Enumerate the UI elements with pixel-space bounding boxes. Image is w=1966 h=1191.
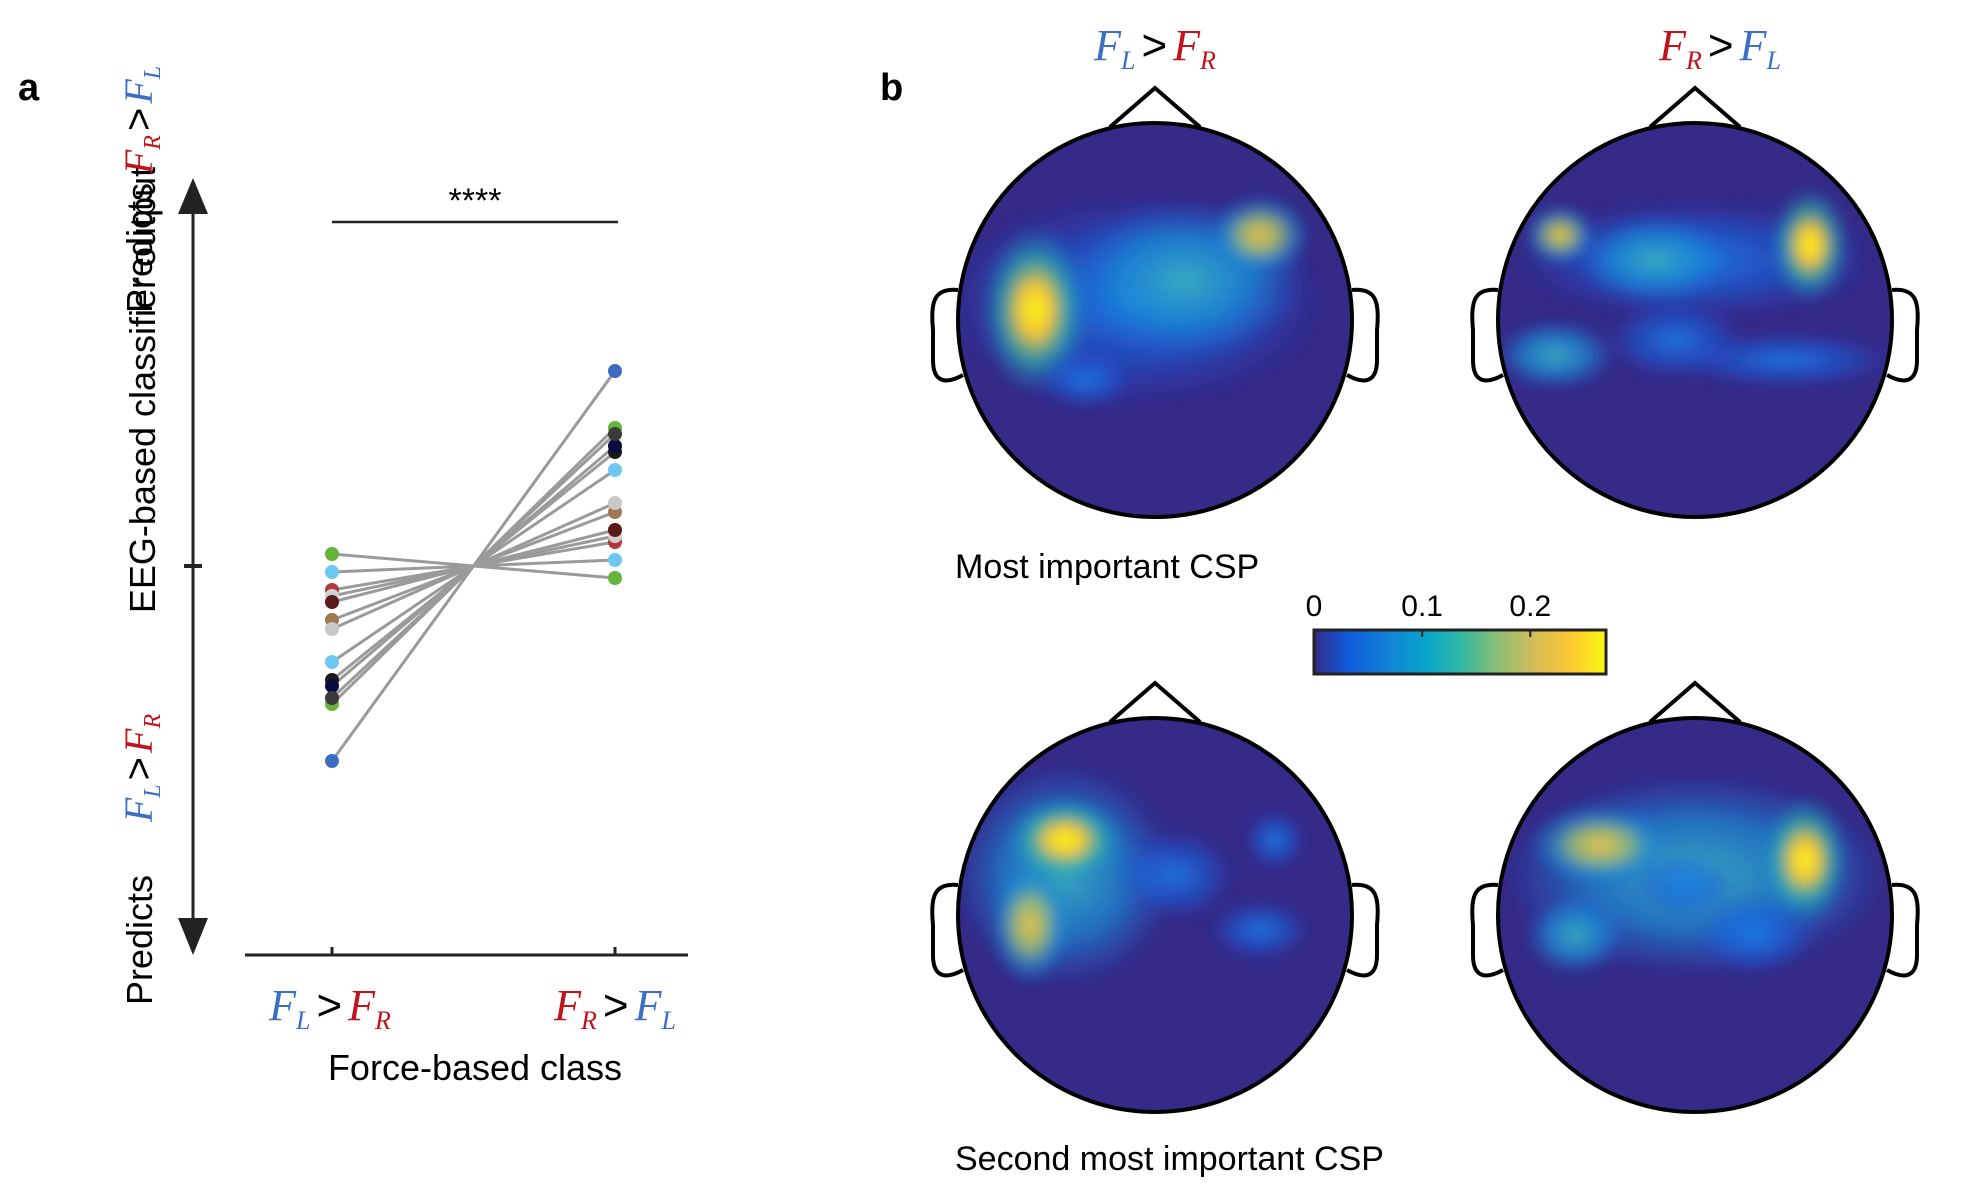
head-nose bbox=[1648, 85, 1742, 129]
panel-b-letter: b bbox=[880, 67, 903, 109]
col-left-f2-sub: R bbox=[1199, 46, 1216, 75]
x-tick-label-left: FL > FR bbox=[268, 981, 391, 1035]
svg-text:FL>FR: FL>FR bbox=[116, 714, 166, 824]
pair-point-right-3 bbox=[608, 553, 622, 567]
panel-a-letter: a bbox=[18, 67, 40, 109]
head-outline bbox=[956, 121, 1354, 519]
pair-point-right-12 bbox=[608, 427, 622, 441]
topomap-row2-left bbox=[930, 680, 1380, 1114]
pair-line-12 bbox=[330, 432, 617, 700]
head-outline bbox=[1496, 716, 1894, 1114]
head-ear-left bbox=[930, 882, 964, 978]
predicts-bottom-op: > bbox=[117, 757, 161, 780]
svg-text:FR>FL: FR>FL bbox=[116, 66, 166, 175]
pair-point-right-7 bbox=[608, 523, 622, 537]
x-tick-label-right: FR > FL bbox=[553, 981, 676, 1035]
topomap-row1-right bbox=[1470, 85, 1920, 519]
col-left-f1: F bbox=[1093, 21, 1122, 70]
predicts-bottom-class: FL>FR bbox=[116, 714, 166, 824]
colorbar-tick-label-1: 0.1 bbox=[1401, 590, 1443, 623]
pair-point-left-1 bbox=[325, 547, 339, 561]
pair-point-right-9 bbox=[608, 496, 622, 510]
y-axis-arrow-head-bottom bbox=[178, 918, 208, 955]
colorbar-tick-label-2: 0.2 bbox=[1509, 590, 1551, 623]
predicts-top-label: Predicts bbox=[119, 183, 160, 313]
head-outline bbox=[1496, 121, 1894, 519]
panel-b: b FL > FR FR > FL bbox=[880, 21, 1920, 1178]
y-axis-label: EEG-based classifier output bbox=[122, 167, 163, 613]
colorbar-tick-label-0: 0 bbox=[1306, 590, 1323, 623]
predicts-top-op: > bbox=[117, 108, 161, 131]
head-outline bbox=[956, 716, 1354, 1114]
x-tick-left-f1: F bbox=[268, 981, 297, 1030]
predicts-top-group: Predicts bbox=[119, 183, 160, 313]
head-ear-left bbox=[1470, 287, 1504, 383]
col-right-f2: F bbox=[1739, 21, 1768, 70]
predicts-bottom-f2: F bbox=[116, 728, 161, 754]
head-ear-right bbox=[1886, 287, 1920, 383]
col-right-f1: F bbox=[1658, 21, 1687, 70]
pair-point-right-11 bbox=[608, 439, 622, 453]
col-right-op: > bbox=[1708, 21, 1734, 70]
head-nose bbox=[1108, 680, 1202, 724]
topomap-row2-right bbox=[1470, 680, 1920, 1114]
colorbar: 0 0.1 0.2 bbox=[1306, 590, 1608, 676]
head-ear-right bbox=[1346, 287, 1380, 383]
predicts-top-f1: F bbox=[116, 149, 161, 175]
predicts-bottom-group: Predicts bbox=[119, 875, 160, 1005]
colorbar-gradient bbox=[1312, 628, 1608, 676]
col-left-title: FL > FR bbox=[1093, 21, 1216, 75]
col-right-f1-sub: R bbox=[1685, 46, 1702, 75]
pair-point-left-12 bbox=[325, 691, 339, 705]
predicts-bottom-f2-sub: R bbox=[140, 714, 166, 730]
pair-point-right-1 bbox=[608, 571, 622, 585]
x-axis-label: Force-based class bbox=[328, 1047, 622, 1088]
head-ear-right bbox=[1346, 882, 1380, 978]
head-nose bbox=[1108, 85, 1202, 129]
head-ear-right bbox=[1886, 882, 1920, 978]
predicts-top-f2: F bbox=[116, 79, 161, 105]
pair-point-right-4 bbox=[608, 463, 622, 477]
col-left-f1-sub: L bbox=[1120, 46, 1135, 75]
x-tick-left-op: > bbox=[316, 981, 342, 1030]
x-tick-left-f2: F bbox=[347, 981, 376, 1030]
predicts-bottom-f1-sub: L bbox=[140, 784, 166, 798]
predicts-bottom-label: Predicts bbox=[119, 875, 160, 1005]
head-ear-left bbox=[930, 287, 964, 383]
pair-point-left-3 bbox=[325, 565, 339, 579]
panel-a: a EEG-based classifier output Predicts F… bbox=[18, 66, 688, 1088]
pair-point-left-9 bbox=[325, 622, 339, 636]
x-tick-right-f1: F bbox=[553, 981, 582, 1030]
topomap-row1-left bbox=[930, 85, 1380, 519]
row1-label: Most important CSP bbox=[955, 548, 1259, 586]
significance-stars: **** bbox=[449, 182, 502, 220]
y-axis-arrow-head-top bbox=[178, 178, 208, 214]
x-tick-right-f2-sub: L bbox=[660, 1006, 675, 1035]
row2-label: Second most important CSP bbox=[955, 1140, 1384, 1178]
x-tick-left-f2-sub: R bbox=[374, 1006, 391, 1035]
predicts-bottom-f1: F bbox=[116, 797, 161, 823]
x-tick-right-f2: F bbox=[634, 981, 663, 1030]
x-tick-right-op: > bbox=[603, 981, 629, 1030]
x-tick-left-f1-sub: L bbox=[295, 1006, 310, 1035]
predicts-top-f2-sub: L bbox=[140, 66, 166, 80]
col-right-f2-sub: L bbox=[1765, 46, 1780, 75]
predicts-top-class: FR>FL bbox=[116, 66, 166, 175]
head-ear-left bbox=[1470, 882, 1504, 978]
pair-point-right-0 bbox=[608, 364, 622, 378]
col-left-f2: F bbox=[1172, 21, 1201, 70]
pair-point-left-0 bbox=[325, 754, 339, 768]
colorbar-ticks: 0 0.1 0.2 bbox=[1306, 590, 1551, 637]
predicts-top-f1-sub: R bbox=[140, 135, 166, 151]
y-axis-label-group: EEG-based classifier output bbox=[122, 167, 163, 613]
x-tick-right-f1-sub: R bbox=[580, 1006, 597, 1035]
pair-point-left-11 bbox=[325, 679, 339, 693]
pair-point-left-7 bbox=[325, 595, 339, 609]
col-right-title: FR > FL bbox=[1658, 21, 1781, 75]
head-nose bbox=[1648, 680, 1742, 724]
paired-data-layer bbox=[325, 364, 622, 768]
col-left-op: > bbox=[1141, 21, 1167, 70]
pair-point-left-4 bbox=[325, 655, 339, 669]
